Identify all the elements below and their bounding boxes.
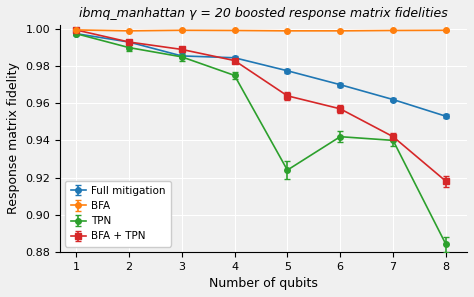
- Y-axis label: Response matrix fidelity: Response matrix fidelity: [7, 63, 20, 214]
- Title: ibmq_manhattan γ = 20 boosted response matrix fidelities: ibmq_manhattan γ = 20 boosted response m…: [79, 7, 448, 20]
- Legend: Full mitigation, BFA, TPN, BFA + TPN: Full mitigation, BFA, TPN, BFA + TPN: [65, 181, 171, 247]
- X-axis label: Number of qubits: Number of qubits: [209, 277, 318, 290]
